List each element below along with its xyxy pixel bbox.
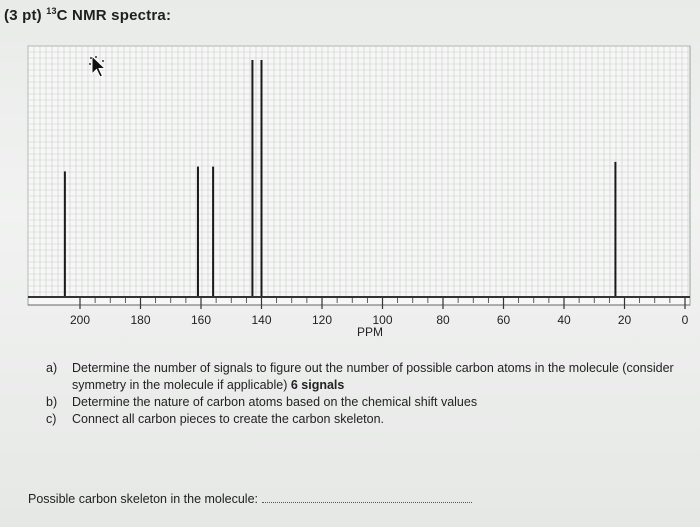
x-tick-label: 180 [130, 313, 150, 327]
plot-background [27, 45, 691, 306]
isotope-superscript: 13 [46, 6, 57, 16]
skeleton-answer-line: Possible carbon skeleton in the molecule… [28, 492, 472, 506]
x-tick-label: 100 [372, 313, 392, 327]
x-tick-label: 140 [251, 313, 271, 327]
problem-header: (3 pt) 13C NMR spectra: [4, 6, 171, 24]
skeleton-label: Possible carbon skeleton in the molecule… [28, 492, 258, 506]
question-item: a) Determine the number of signals to fig… [46, 360, 686, 394]
x-tick-label: 40 [557, 313, 571, 327]
x-tick-label: 20 [618, 313, 632, 327]
x-tick-label: 60 [497, 313, 511, 327]
plot-frame [27, 45, 691, 306]
answer-blank-line[interactable] [262, 501, 472, 503]
question-answer: 6 signals [290, 378, 345, 392]
question-text-block: Connect all carbon pieces to create the … [72, 411, 686, 428]
mouse-cursor-icon [89, 54, 107, 78]
x-axis-label: PPM [357, 325, 383, 339]
question-letter: a) [46, 361, 58, 375]
chart-grid [27, 45, 690, 297]
question-list: a) Determine the number of signals to fig… [46, 360, 686, 428]
question-text: Connect all carbon pieces to create the … [72, 412, 384, 426]
peak-group [63, 60, 617, 297]
question-text-block: Determine the nature of carbon atoms bas… [72, 394, 686, 411]
x-tick-label: 200 [70, 313, 90, 327]
x-axis [28, 296, 690, 309]
question-text: Determine the nature of carbon atoms bas… [72, 395, 478, 409]
question-text-block: Determine the number of signals to figur… [72, 360, 686, 394]
question-item: c) Connect all carbon pieces to create th… [46, 411, 686, 428]
x-tick-label: 160 [191, 313, 211, 327]
x-tick-label: 80 [436, 313, 450, 327]
question-letter: c) [46, 412, 57, 426]
x-tick-label: 120 [312, 313, 332, 327]
question-item: b) Determine the nature of carbon atoms b… [46, 394, 686, 411]
x-tick-labels: 200 180 160 140 120 100 80 60 40 20 0 [70, 313, 689, 327]
question-text: Determine the number of signals to figur… [72, 361, 674, 392]
question-letter: b) [46, 395, 58, 409]
spectrum-title: C NMR spectra: [56, 7, 172, 24]
x-tick-label: 0 [682, 313, 689, 327]
points-label: (3 pt) [4, 7, 42, 24]
